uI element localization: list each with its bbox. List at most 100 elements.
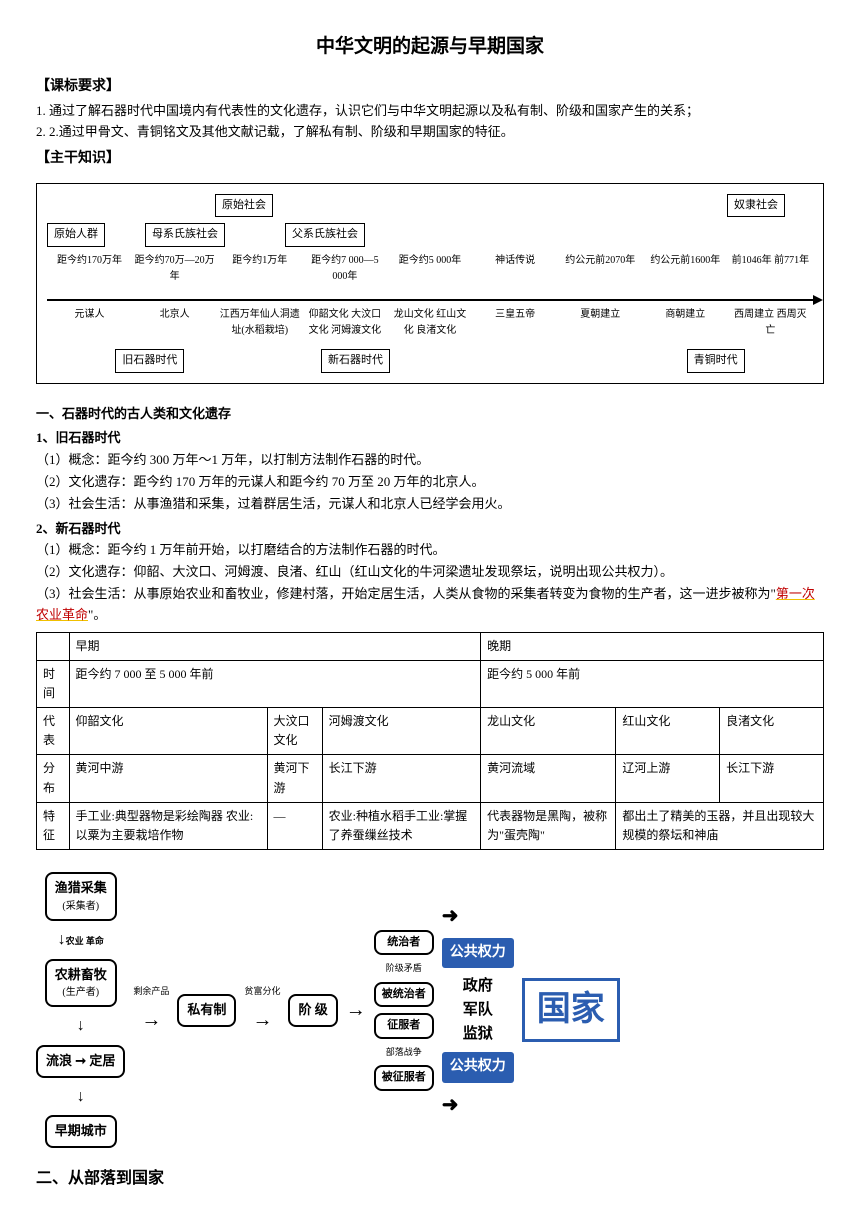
- tl-label-5: 三皇五帝: [473, 307, 558, 339]
- note-gap: 贫富分化: [244, 984, 280, 998]
- tl-labels: 元谋人 北京人 江西万年仙人洞遗址(水稻栽培) 仰韶文化 大汶口文化 河姆渡文化…: [47, 307, 813, 339]
- th-blank: [37, 632, 70, 660]
- tl-era-1: 新石器时代: [321, 349, 390, 373]
- arrow-down-icon: ↓: [77, 1013, 85, 1039]
- r-dist-e2: 黄河下游: [267, 755, 322, 802]
- pub-power-2: 公共权力: [442, 1052, 514, 1082]
- tl-group-2: 父系氏族社会: [285, 223, 365, 247]
- r-rep-e3: 河姆渡文化: [322, 708, 480, 755]
- arrow-down-icon: ↓农业 革命: [58, 927, 104, 953]
- r-rep-e2: 大汶口文化: [267, 708, 322, 755]
- r-feat-k: 特征: [37, 802, 70, 849]
- fb-farm: 农耕畜牧(生产者): [45, 959, 117, 1008]
- r-dist-e3: 长江下游: [322, 755, 480, 802]
- tl-tick-4: 距今约5 000年: [387, 253, 472, 285]
- state-sub: 政府 军队 监狱: [442, 974, 514, 1046]
- fb-private: 私有制: [177, 994, 236, 1027]
- r-feat-e3: 农业:种植水稻手工业:掌握了养蚕缫丝技术: [322, 802, 480, 849]
- r-dist-l3: 长江下游: [720, 755, 824, 802]
- fb-conqd: 被征服者: [374, 1065, 434, 1091]
- r-rep-l3: 良渚文化: [720, 708, 824, 755]
- tl-axis: [47, 299, 813, 301]
- old-p2: （2）文化遗存：距今约 170 万年的元谋人和距今约 70 万至 20 万年的北…: [36, 472, 824, 493]
- r-dist-l1: 黄河流域: [481, 755, 616, 802]
- r-rep-e1: 仰韶文化: [69, 708, 267, 755]
- arrow-down-icon: ↓: [77, 1084, 85, 1110]
- note-war: 部落战争: [374, 1045, 434, 1059]
- r-rep-k: 代表: [37, 708, 70, 755]
- tl-tick-1: 距今约70万—20万年: [132, 253, 217, 285]
- th-late: 晚期: [481, 632, 824, 660]
- mid-column: 统治者 阶级矛盾 被统治者 征服者 部落战争 被征服者: [374, 930, 434, 1091]
- section-2-header: 二、从部落到国家: [36, 1166, 824, 1192]
- tl-top-left: 原始社会: [215, 194, 273, 218]
- section-1-header: 一、石器时代的古人类和文化遗存: [36, 404, 824, 425]
- fb-ruler: 统治者: [374, 930, 434, 956]
- tl-tick-8: 前1046年 前771年: [728, 253, 813, 285]
- r-time-l: 距今约 5 000 年前: [481, 660, 824, 707]
- tl-label-2: 江西万年仙人洞遗址(水稻栽培): [217, 307, 302, 339]
- standard-item-1: 1. 通过了解石器时代中国境内有代表性的文化遗存，认识它们与中华文明起源以及私有…: [36, 101, 824, 122]
- r-dist-k: 分布: [37, 755, 70, 802]
- new-p3a: （3）社会生活：从事原始农业和畜牧业，修建村落，开始定居生活，人类从食物的采集者…: [36, 586, 776, 601]
- tl-top-right: 奴隶社会: [727, 194, 785, 218]
- tl-tick-5: 神话传说: [473, 253, 558, 285]
- tl-era-0: 旧石器时代: [115, 349, 184, 373]
- r-time-e: 距今约 7 000 至 5 000 年前: [69, 660, 481, 707]
- tl-group-0: 原始人群: [47, 223, 105, 247]
- page-title: 中华文明的起源与早期国家: [36, 32, 824, 62]
- standard-item-2: 2. 2.通过甲骨文、青铜铭文及其他文献记载，了解私有制、阶级和早期国家的特征。: [36, 122, 824, 143]
- standard-list: 1. 通过了解石器时代中国境内有代表性的文化遗存，认识它们与中华文明起源以及私有…: [36, 101, 824, 143]
- tl-label-6: 夏朝建立: [558, 307, 643, 339]
- r-rep-l2: 红山文化: [616, 708, 720, 755]
- tl-tick-0: 距今约170万年: [47, 253, 132, 285]
- tl-group-1: 母系氏族社会: [145, 223, 225, 247]
- culture-table: 早期 晚期 时间 距今约 7 000 至 5 000 年前 距今约 5 000 …: [36, 632, 824, 851]
- arrow-right-icon: →: [141, 1004, 161, 1036]
- new-p3: （3）社会生活：从事原始农业和畜牧业，修建村落，开始定居生活，人类从食物的采集者…: [36, 584, 824, 626]
- tl-era-2: 青铜时代: [687, 349, 745, 373]
- state-box: 国家: [522, 978, 620, 1041]
- new-p3b: "。: [88, 607, 106, 622]
- r-feat-l1: 代表器物是黑陶，被称为"蛋壳陶": [481, 802, 616, 849]
- fb-conq: 征服者: [374, 1013, 434, 1039]
- old-p1: （1）概念：距今约 300 万年～1 万年，以打制方法制作石器的时代。: [36, 450, 824, 471]
- r-feat-e1: 手工业:典型器物是彩绘陶器 农业:以粟为主要栽培作物: [69, 802, 267, 849]
- tl-label-4: 龙山文化 红山文化 良渚文化: [387, 307, 472, 339]
- old-p3: （3）社会生活：从事渔猎和采集，过着群居生活，元谋人和北京人已经学会用火。: [36, 494, 824, 515]
- tl-tick-3: 距今约7 000—5 000年: [302, 253, 387, 285]
- fb-city: 早期城市: [45, 1115, 117, 1148]
- fb-ruled: 被统治者: [374, 982, 434, 1008]
- tl-ticks: 距今约170万年 距今约70万—20万年 距今约1万年 距今约7 000—5 0…: [47, 253, 813, 285]
- pub-power-1: 公共权力: [442, 938, 514, 968]
- fb-settle: 流浪 ➞ 定居: [36, 1045, 125, 1078]
- tl-label-7: 商朝建立: [643, 307, 728, 339]
- r-rep-l1: 龙山文化: [481, 708, 616, 755]
- knowledge-header: 【主干知识】: [36, 148, 824, 170]
- r-feat-e2: —: [267, 802, 322, 849]
- tl-tick-7: 约公元前1600年: [643, 253, 728, 285]
- r-dist-e1: 黄河中游: [69, 755, 267, 802]
- tl-label-1: 北京人: [132, 307, 217, 339]
- arrow-right-icon: →: [346, 994, 366, 1026]
- old-stone-header: 1、旧石器时代: [36, 428, 824, 449]
- tl-label-0: 元谋人: [47, 307, 132, 339]
- r-feat-l23: 都出土了精美的玉器，并且出现较大规模的祭坛和神庙: [616, 802, 824, 849]
- r-time-k: 时间: [37, 660, 70, 707]
- tl-tick-2: 距今约1万年: [217, 253, 302, 285]
- arrow-right-icon: ➜: [442, 900, 514, 932]
- r-dist-l2: 辽河上游: [616, 755, 720, 802]
- new-stone-header: 2、新石器时代: [36, 519, 824, 540]
- th-early: 早期: [69, 632, 481, 660]
- tl-label-3: 仰韶文化 大汶口文化 河姆渡文化: [302, 307, 387, 339]
- arrow-right-icon: ➜: [442, 1089, 514, 1121]
- flow-diagram: 渔猎采集(采集者) ↓农业 革命 农耕畜牧(生产者) ↓ 流浪 ➞ 定居 ↓ 早…: [36, 872, 824, 1148]
- arrow-right-icon: →: [252, 1004, 272, 1036]
- timeline-diagram: 原始社会 奴隶社会 原始人群 母系氏族社会 父系氏族社会 距今约170万年 距今…: [36, 183, 824, 384]
- fb-class: 阶 级: [288, 994, 337, 1027]
- note-surplus: 剩余产品: [133, 984, 169, 998]
- new-p1: （1）概念：距今约 1 万年前开始，以打磨结合的方法制作石器的时代。: [36, 540, 824, 561]
- note-conflict: 阶级矛盾: [374, 961, 434, 975]
- new-p2: （2）文化遗存：仰韶、大汶口、河姆渡、良渚、红山（红山文化的牛河梁遗址发现祭坛，…: [36, 562, 824, 583]
- tl-label-8: 西周建立 西周灭亡: [728, 307, 813, 339]
